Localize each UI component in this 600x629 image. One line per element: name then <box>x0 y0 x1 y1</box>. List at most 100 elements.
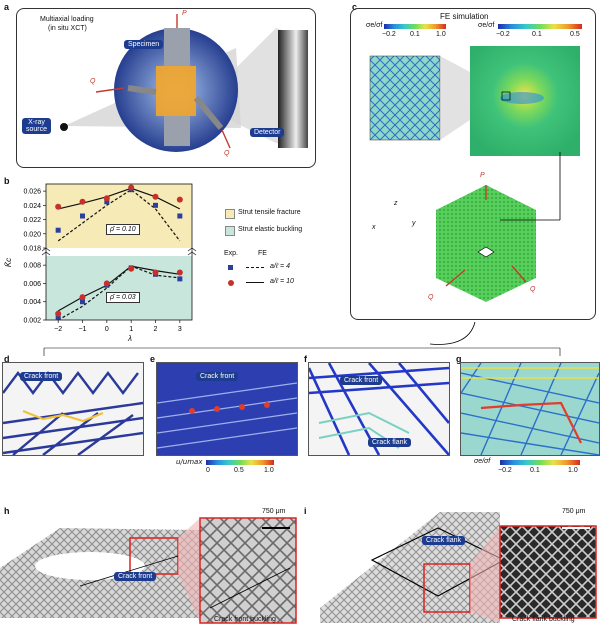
panel-i-caption: Crack flank buckling <box>512 616 575 623</box>
panel-label-g: g <box>456 354 462 364</box>
legend-dashed-line <box>246 267 264 268</box>
chart-b-bg-tensile <box>46 184 192 248</box>
chart-b-ytick-top-label: 0.020 <box>23 231 41 238</box>
chart-b-bottom-fe-a10-line <box>57 265 180 312</box>
panel-i-crack-flank: Crack flank <box>422 536 466 545</box>
legend-solid-line <box>246 282 264 283</box>
cbar-right <box>498 24 582 29</box>
chart-b-bottom-exp-a10-point <box>152 269 159 276</box>
cbar-left-label: σe/σf <box>366 22 383 29</box>
panel-i-image <box>320 512 597 623</box>
cbar-left <box>384 24 446 29</box>
legend-circle-marker <box>228 280 234 286</box>
cbar-right-tick-1: 0.1 <box>532 31 542 38</box>
cbar-right-tick-0: −0.2 <box>496 31 510 38</box>
panel-connector <box>43 321 561 356</box>
chart-b-bottom-exp-a10-point <box>176 269 183 276</box>
panel-g-cbar-tick-2: 1.0 <box>568 467 578 474</box>
panel-c-frame <box>350 8 596 320</box>
panel-label-h: h <box>4 506 10 516</box>
panel-f-crack-front: Crack front <box>340 376 383 385</box>
legend-buckling-label: Strut elastic buckling <box>238 226 303 233</box>
chart-b-xtick-label: 3 <box>178 326 182 333</box>
panel-f-crack-flank: Crack flank <box>368 438 412 447</box>
chart-b-plot: −2 −1 0 1 2 3 0.026 0.024 0.022 0.020 0.018 0.008 0.… <box>23 183 197 333</box>
panel-label-b: b <box>4 176 10 186</box>
chart-b-xtick-label: −2 <box>54 326 62 333</box>
load-q-left-label: Q <box>90 78 96 85</box>
chart-b-bottom-exp-a10-point <box>79 294 86 301</box>
legend-buckling-swatch <box>225 226 235 236</box>
chart-b-top-exp-a10-point <box>103 195 110 202</box>
panel-c-q-left-label: Q <box>428 294 434 301</box>
chart-b-top-fe-a4-line <box>57 188 181 242</box>
panel-label-i: i <box>304 506 307 516</box>
chart-b-bottom-exp-a4-point <box>55 314 61 320</box>
chart-b-ytick-top-label: 0.026 <box>23 189 41 196</box>
panel-e-cbar-label: u/umax <box>176 458 203 466</box>
chart-b-bottom-exp-a4-point <box>80 299 85 305</box>
load-p-label: P <box>182 10 187 17</box>
rho-bottom-label: ρ̄ = 0.03 <box>106 292 140 303</box>
legend-exp-header: Exp. <box>224 250 239 257</box>
panel-a-title-line1: Multiaxial loading <box>40 16 94 23</box>
panel-e-crack-front: Crack front <box>196 372 239 381</box>
panel-label-a: a <box>4 2 10 12</box>
specimen-label: Specimen <box>124 40 164 49</box>
panel-c-p-label: P <box>480 172 485 179</box>
chart-b-top-fe-a10-line <box>58 187 181 210</box>
chart-b-top-exp-a4-point <box>177 213 183 219</box>
chart-b-bottom-exp-a4-point <box>177 276 183 282</box>
panel-d-crack-front: Crack front <box>20 372 63 381</box>
panel-h-caption: Crack front buckling <box>214 616 276 623</box>
chart-b-bottom-exp-a10-point <box>55 310 62 317</box>
legend-tensile-swatch <box>225 209 235 219</box>
chart-b-top-exp-a4-point <box>153 202 158 208</box>
chart-b-ytick-bottom-label: 0.002 <box>23 318 41 325</box>
chart-b-top-exp-a10-point <box>176 196 183 203</box>
chart-b-bottom-exp-a10-point <box>128 265 135 272</box>
chart-b-ytick-bottom-label: 0.004 <box>23 299 41 306</box>
cbar-right-label: σe/σf <box>478 22 495 29</box>
panel-e-cbar-tick-1: 0.5 <box>234 467 244 474</box>
panel-a-frame <box>16 8 316 168</box>
legend-a4-label: a/ℓ = 4 <box>270 263 290 270</box>
panel-a-setup-illustration <box>60 14 308 152</box>
panel-g-image <box>460 362 600 456</box>
chart-b-xtick-label: −1 <box>79 326 87 333</box>
legend-tensile-label: Strut tensile fracture <box>238 209 301 216</box>
chart-b-ytick-bottom-label: 0.006 <box>23 281 41 288</box>
cbar-left-tick-0: −0.2 <box>382 31 396 38</box>
panel-g-cbar-tick-0: −0.2 <box>498 467 512 474</box>
chart-b-top-exp-a10-point <box>55 203 62 210</box>
chart-b-xtick-label: 1 <box>129 326 133 333</box>
chart-b-ytick-top-label: 0.018 <box>23 246 41 253</box>
panel-h-image <box>0 517 297 624</box>
chart-b-bottom-fe-a4-line <box>57 265 180 321</box>
panel-h-scale: 750 μm <box>262 508 286 515</box>
panel-c-axis-z: z <box>394 200 398 207</box>
cbar-right-tick-2: 0.5 <box>570 31 580 38</box>
chart-b-xlabel: λ <box>128 334 132 343</box>
panel-c-q-right-label: Q <box>530 286 536 293</box>
legend-a10-label: a/ℓ = 10 <box>270 278 294 285</box>
panel-e-cbar <box>206 460 274 465</box>
legend-fe-header: FE <box>258 250 267 257</box>
panel-c-axis-y: y <box>412 220 416 227</box>
cbar-left-tick-1: 0.1 <box>410 31 420 38</box>
chart-b-xtick-label: 2 <box>154 326 158 333</box>
load-q-bottom-label: Q <box>224 150 230 157</box>
chart-b-ytick-top-label: 0.022 <box>23 217 41 224</box>
panel-i-scale: 750 μm <box>562 508 586 515</box>
panel-label-d: d <box>4 354 10 364</box>
chart-b-bottom-exp-a10-point <box>103 280 110 287</box>
chart-b-top-exp-a10-point <box>152 193 159 200</box>
rho-top-label: ρ̄ = 0.10 <box>106 224 140 235</box>
chart-b-top-exp-a10-point <box>128 184 135 191</box>
panel-e-cbar-tick-0: 0 <box>206 467 210 474</box>
xray-source-label: X-ray source <box>22 118 52 134</box>
legend-square-marker <box>228 265 233 270</box>
chart-b-top-exp-a4-point <box>80 213 85 219</box>
panel-label-f: f <box>304 354 307 364</box>
panel-h-crack-front: Crack front <box>114 572 157 581</box>
